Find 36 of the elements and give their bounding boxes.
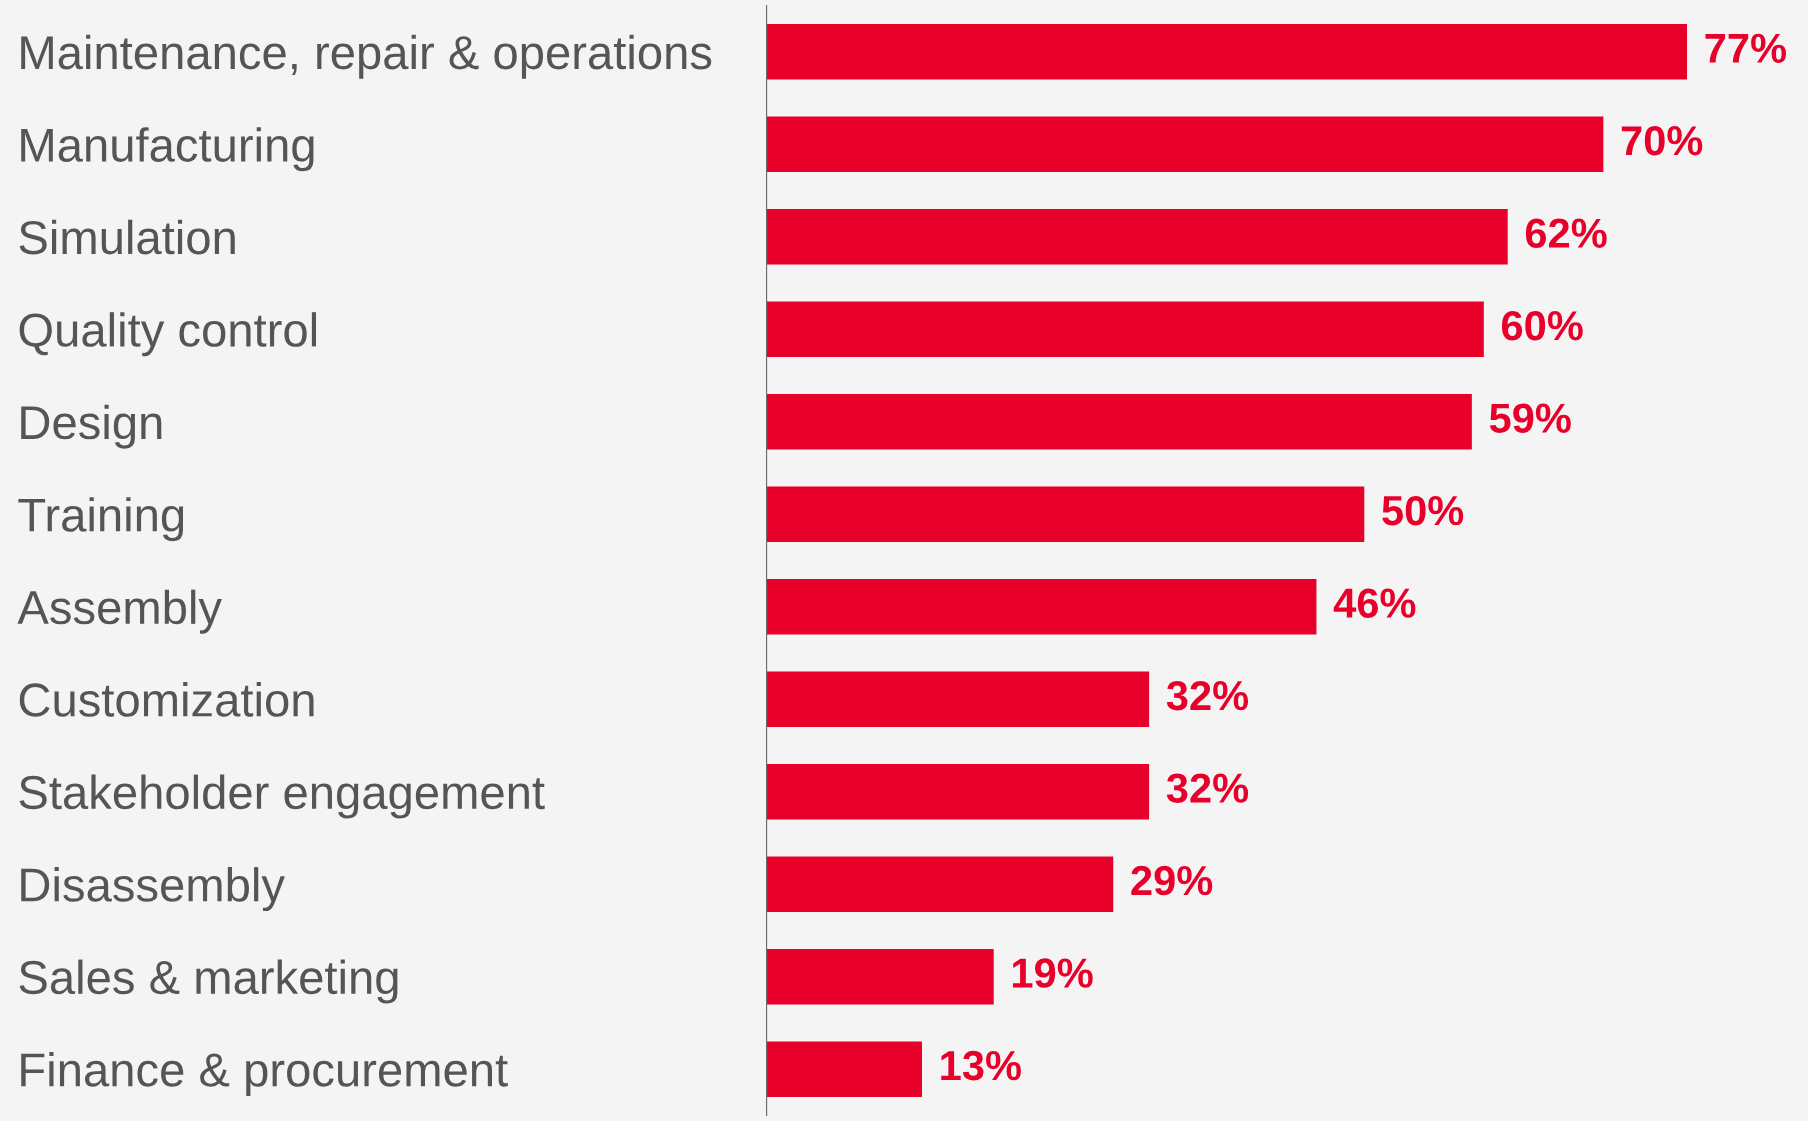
- data-label: 70%: [1621, 126, 1703, 156]
- y-tick-label: Design: [21, 404, 162, 449]
- y-tick-label: Customization: [19, 682, 314, 717]
- bar: [766, 1041, 922, 1097]
- bar: [766, 763, 1150, 820]
- y-tick-label: Assembly: [17, 589, 222, 634]
- bar: [766, 671, 1150, 727]
- bar: [766, 116, 1604, 173]
- data-label: 46%: [1333, 588, 1416, 618]
- data-label: 32%: [1166, 680, 1249, 711]
- bar: [766, 579, 1317, 635]
- y-tick-label: Manufacturing: [21, 127, 314, 172]
- data-label: 32%: [1166, 773, 1249, 803]
- bar: [766, 394, 1472, 450]
- data-label: 50%: [1382, 495, 1464, 526]
- data-label: 19%: [1013, 958, 1093, 988]
- data-label: 59%: [1489, 403, 1571, 433]
- bar: [766, 24, 1688, 80]
- bar: [766, 948, 994, 1005]
- y-tick-label: Maintenance, repair & operations: [21, 34, 712, 79]
- y-tick-label: Disassembly: [21, 867, 285, 912]
- y-tick-label: Training: [18, 497, 184, 542]
- bar: [766, 209, 1508, 265]
- data-label: 60%: [1502, 310, 1583, 341]
- bar: [766, 301, 1484, 358]
- y-tick-label: Simulation: [19, 219, 235, 255]
- data-label: 62%: [1525, 218, 1607, 248]
- y-tick-label: Sales & marketing: [19, 959, 398, 1004]
- y-tick-label: Stakeholder engagement: [19, 774, 545, 819]
- y-tick-label: Quality control: [19, 312, 317, 357]
- bar: [766, 856, 1114, 912]
- y-tick-label: Finance & procurement: [21, 1052, 508, 1097]
- data-label: 77%: [1705, 33, 1786, 63]
- data-label: 29%: [1131, 865, 1213, 896]
- bar: [766, 486, 1365, 542]
- data-label: 13%: [941, 1050, 1021, 1081]
